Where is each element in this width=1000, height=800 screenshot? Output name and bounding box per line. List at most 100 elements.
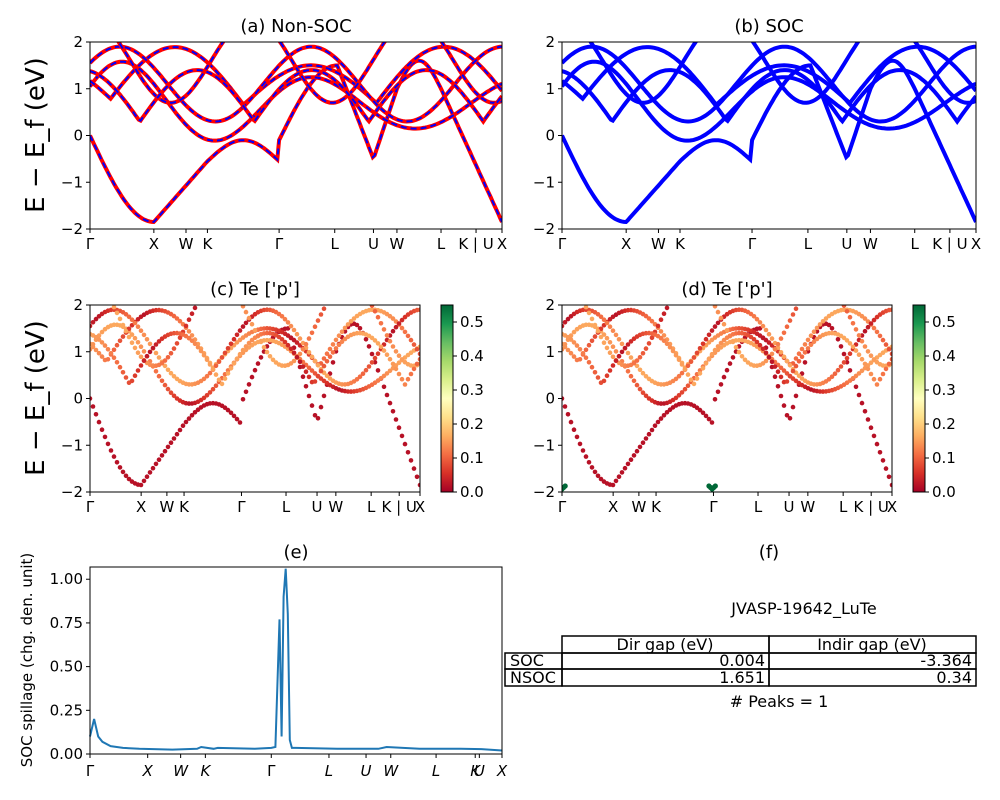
- projected-point: [177, 335, 183, 341]
- projected-point: [643, 436, 649, 441]
- band-line: [562, 44, 976, 124]
- projected-point: [655, 419, 661, 425]
- panel-e-spillage: 0.000.250.500.751.00Γ X W K Γ L U W L KU X: [50, 566, 508, 780]
- projected-point: [97, 283, 102, 288]
- projected-point: [877, 450, 883, 455]
- projected-point: [204, 373, 210, 379]
- projected-point: [634, 358, 640, 363]
- projected-point: [168, 440, 174, 446]
- projected-point: [778, 365, 784, 371]
- projected-point: [132, 320, 138, 326]
- projected-point: [676, 357, 682, 363]
- projected-point: [384, 392, 390, 398]
- projected-point: [199, 295, 204, 300]
- table-col-header: Dir gap (eV): [617, 635, 714, 654]
- projected-point: [604, 335, 610, 341]
- projected-point: [117, 338, 123, 344]
- projected-point: [577, 347, 583, 352]
- projected-point: [213, 363, 219, 369]
- projected-point: [793, 363, 799, 369]
- colorbar-gradient: [440, 304, 454, 493]
- projected-point: [106, 294, 111, 299]
- projected-point: [387, 400, 393, 406]
- projected-point: [841, 351, 847, 357]
- projected-point: [270, 357, 276, 363]
- projected-point: [315, 416, 321, 421]
- projected-point: [847, 368, 853, 373]
- x-tick-label: L: [804, 235, 813, 253]
- projected-point: [93, 316, 99, 322]
- projected-point: [387, 356, 393, 362]
- projected-point: [315, 363, 321, 368]
- y-tick-label: 0: [73, 390, 83, 408]
- projected-point: [396, 425, 402, 431]
- projected-point: [640, 370, 646, 376]
- projected-point: [216, 359, 222, 365]
- projected-point: [613, 349, 619, 354]
- projected-point: [237, 420, 243, 425]
- projected-point: [712, 324, 718, 329]
- projected-point: [417, 307, 420, 312]
- projected-point: [827, 283, 832, 288]
- y-tick-label: 0: [545, 127, 555, 145]
- projected-point: [824, 281, 829, 286]
- projected-point: [390, 344, 396, 349]
- x-tick-label: Γ: [558, 235, 567, 253]
- projected-point: [408, 337, 414, 343]
- projected-point: [800, 296, 805, 301]
- projected-point: [168, 390, 174, 396]
- projected-point: [625, 461, 631, 467]
- projected-point: [234, 356, 240, 362]
- projected-point: [138, 354, 144, 360]
- y-tick-label: 0.25: [50, 701, 83, 719]
- projected-point: [237, 328, 243, 333]
- y-tick-label: −1: [533, 173, 555, 191]
- projected-point: [285, 342, 291, 348]
- x-tick-label: L: [367, 498, 376, 516]
- projected-point: [787, 374, 793, 379]
- band-line: [90, 45, 502, 123]
- projected-point: [613, 358, 619, 364]
- projected-point: [766, 331, 772, 337]
- spillage-line: [89, 568, 503, 752]
- projected-point: [790, 312, 796, 317]
- projected-point: [613, 332, 619, 338]
- y-tick-label: 0.50: [50, 658, 83, 676]
- projected-point: [100, 286, 105, 291]
- projected-point: [306, 393, 312, 399]
- projected-point: [126, 476, 132, 482]
- projected-point: [790, 404, 796, 410]
- projected-point: [183, 323, 189, 329]
- panel-b-title: (b) SOC: [734, 16, 803, 37]
- projected-point: [604, 320, 610, 326]
- x-tick-label: W: [328, 498, 343, 516]
- band-ylabel-middle: E − E_f (eV): [21, 320, 51, 476]
- projected-point: [147, 470, 153, 475]
- projected-point: [718, 340, 724, 346]
- projected-point: [688, 377, 694, 383]
- projected-point: [865, 366, 871, 372]
- projected-point: [99, 427, 105, 433]
- projected-point: [282, 316, 288, 322]
- projected-point: [393, 349, 399, 354]
- x-tick-label: L: [331, 235, 340, 253]
- projected-point: [751, 337, 757, 342]
- projected-point: [141, 478, 147, 484]
- projected-point: [346, 279, 351, 284]
- projected-point: [393, 417, 399, 422]
- projected-point: [204, 393, 210, 398]
- panel-f-title: (f): [759, 542, 779, 563]
- projected-point: [649, 318, 655, 324]
- projected-point: [171, 393, 177, 399]
- projected-point: [297, 359, 303, 365]
- projected-point: [883, 342, 889, 347]
- projected-point: [772, 364, 778, 369]
- projected-point: [871, 433, 877, 439]
- projected-point: [562, 483, 568, 489]
- projected-point: [192, 410, 198, 415]
- projected-point: [625, 369, 631, 374]
- projected-point: [712, 483, 718, 489]
- projected-point: [856, 371, 862, 376]
- projected-point: [138, 363, 144, 368]
- projected-point: [685, 383, 691, 389]
